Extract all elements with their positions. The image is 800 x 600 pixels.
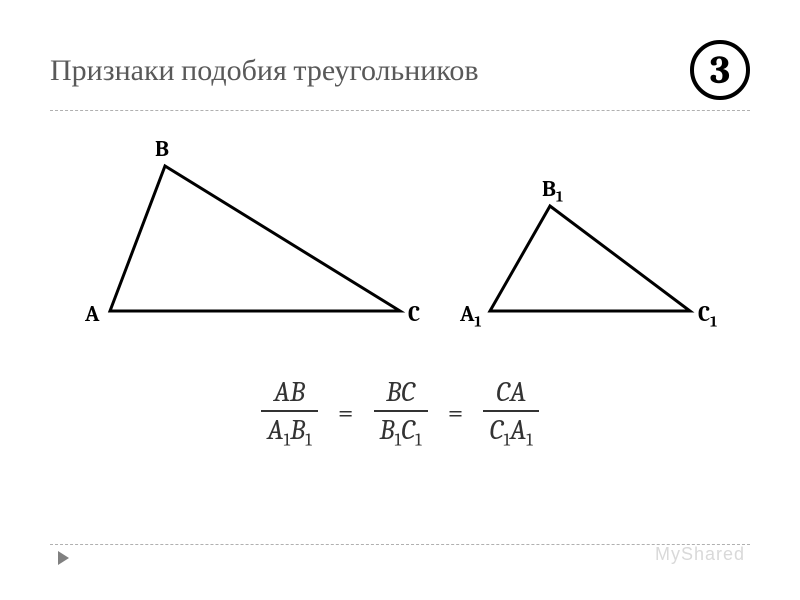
title-underline [50,110,750,111]
triangle-a1b1c1 [490,206,690,311]
play-icon [58,551,69,565]
fraction-1: AB A1B1 [261,376,317,451]
vertex-b1: B1 [542,176,563,205]
page-title: Признаки подобия треугольников [50,53,670,88]
footer-line [50,544,750,545]
triangle-abc [110,166,400,311]
ratio-formula: AB A1B1 = BC B1C1 = CA C1A1 [0,376,800,451]
triangles-diagram: A B C A1 B1 C1 [50,131,750,351]
watermark-text: MyShared [655,544,745,565]
fraction-3: CA C1A1 [483,376,538,451]
equals-2: = [448,397,464,429]
vertex-b: B [155,136,169,162]
vertex-a1: A1 [460,301,481,330]
vertex-a: A [85,301,99,327]
fraction-2: BC B1C1 [374,376,428,451]
vertex-c: C [408,301,420,327]
equals-1: = [338,397,354,429]
slide-number-circle: 3 [690,40,750,100]
vertex-c1: C1 [698,301,717,330]
